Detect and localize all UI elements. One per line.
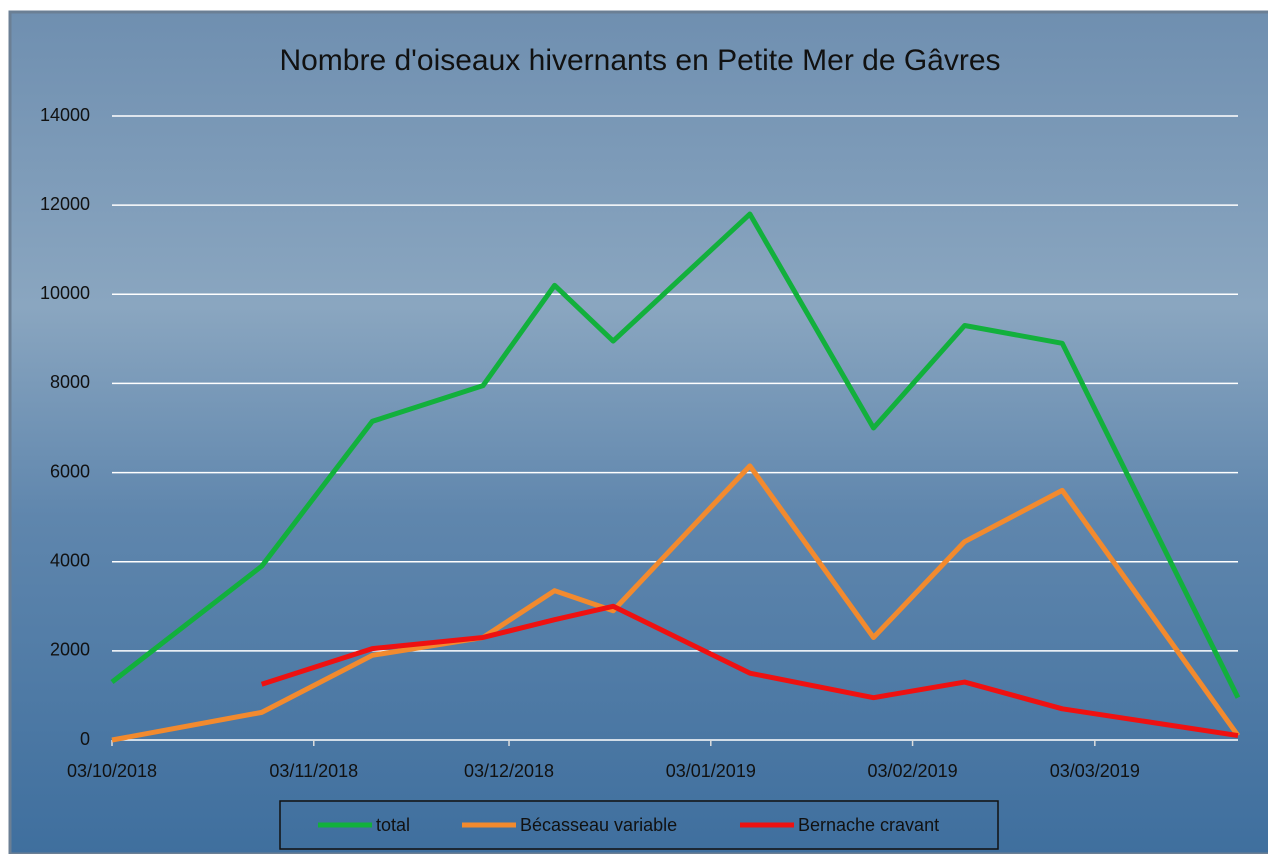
- legend-label: Bernache cravant: [798, 815, 939, 835]
- chart: Nombre d'oiseaux hivernants en Petite Me…: [0, 0, 1268, 854]
- y-tick-label: 14000: [40, 105, 90, 125]
- x-tick-label: 03/03/2019: [1050, 761, 1140, 781]
- y-tick-label: 2000: [50, 640, 90, 660]
- chart-title: Nombre d'oiseaux hivernants en Petite Me…: [279, 44, 1000, 77]
- x-tick-label: 03/01/2019: [666, 761, 756, 781]
- y-tick-label: 12000: [40, 194, 90, 214]
- y-tick-label: 10000: [40, 283, 90, 303]
- x-tick-label: 03/12/2018: [464, 761, 554, 781]
- y-tick-label: 0: [80, 729, 90, 749]
- legend-label: Bécasseau variable: [520, 815, 677, 835]
- legend-label: total: [376, 815, 410, 835]
- y-tick-label: 8000: [50, 372, 90, 392]
- y-tick-label: 4000: [50, 550, 90, 570]
- x-tick-label: 03/02/2019: [868, 761, 958, 781]
- y-tick-label: 6000: [50, 461, 90, 481]
- x-tick-label: 03/11/2018: [269, 761, 358, 781]
- x-tick-label: 03/10/2018: [67, 761, 157, 781]
- background: [10, 12, 1268, 854]
